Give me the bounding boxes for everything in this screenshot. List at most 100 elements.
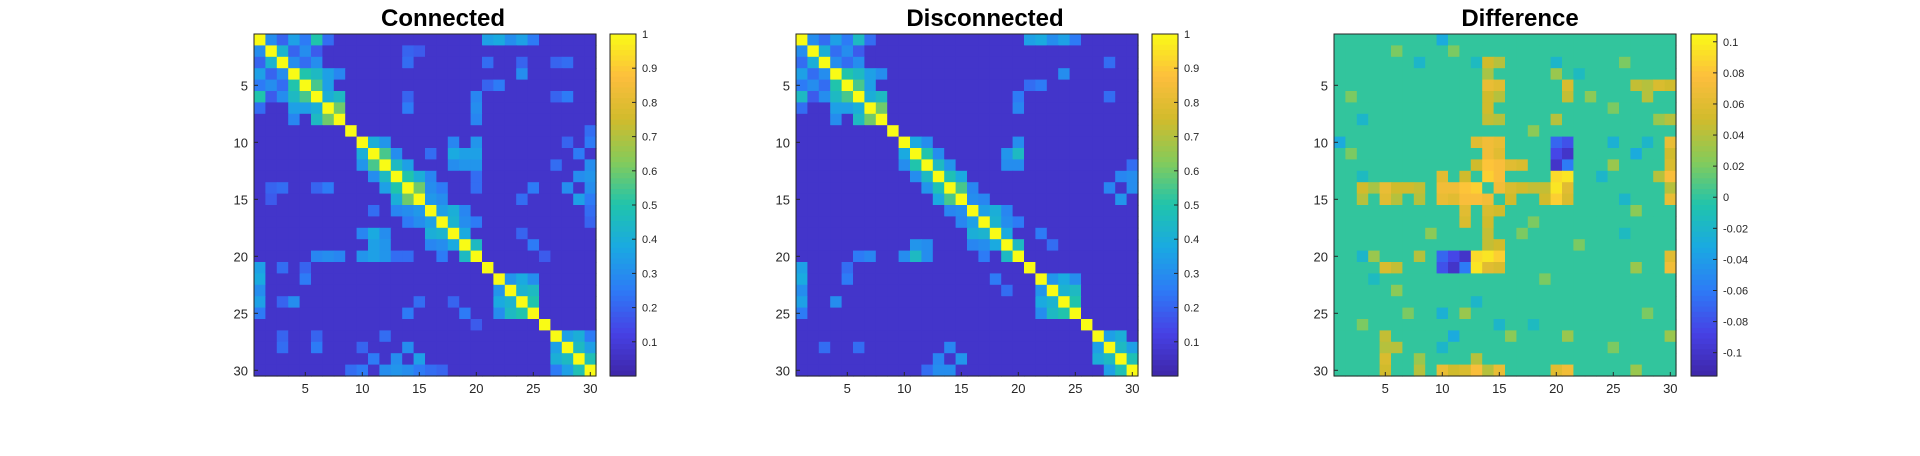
colorbar-segment [610,39,636,46]
heatmap-cell [1448,250,1460,263]
heatmap-cell [1562,159,1574,172]
heatmap-cell [379,159,392,172]
x-tick-label: 15 [1492,381,1506,396]
heatmap-cell [1012,45,1025,58]
heatmap-cell [1596,273,1609,286]
heatmap-cell [1379,91,1392,103]
heatmap-cell [1527,239,1540,252]
x-tick-label: 5 [302,381,309,396]
heatmap-cell [1334,102,1346,115]
heatmap-cell [1103,125,1116,138]
heatmap-cell [1356,296,1369,309]
heatmap-cell [504,193,517,206]
heatmap-cell [1653,79,1666,92]
heatmap-cell [1115,273,1128,286]
heatmap-cell [299,262,312,274]
heatmap-cell [1539,216,1552,229]
heatmap-cell [1562,56,1574,69]
heatmap-cell [1448,125,1460,138]
heatmap-cell [550,170,563,183]
heatmap-cell [978,262,991,274]
heatmap-cell [482,216,494,229]
heatmap-cell [898,319,911,331]
heatmap-cell [527,330,540,343]
heatmap-cell [978,125,991,138]
heatmap-cell [1653,250,1666,263]
heatmap-cell [368,113,380,126]
heatmap-cell [1641,34,1654,46]
heatmap-cell [254,170,266,183]
heatmap-cell [333,136,346,149]
heatmap-cell [288,319,301,331]
heatmap-cell [875,148,888,160]
heatmap-cell [1459,273,1472,286]
heatmap-cell [345,296,358,309]
heatmap-cell [1024,159,1036,172]
heatmap-cell [978,79,991,92]
heatmap-cell [910,227,922,240]
heatmap-cell [1550,227,1563,240]
heatmap-cell [1436,125,1449,138]
heatmap-cell [1653,262,1666,274]
heatmap-cell [425,296,437,309]
heatmap-cell [1115,125,1128,138]
heatmap-cell [584,34,597,46]
heatmap-cell [1516,102,1529,115]
heatmap-cell [944,227,957,240]
heatmap-cell [955,136,968,149]
heatmap-cell [436,364,449,377]
heatmap-cell [1550,68,1563,81]
heatmap-cell [584,284,597,297]
heatmap-cell [1505,307,1517,320]
heatmap-cell [853,170,865,183]
heatmap-cell [482,227,494,240]
heatmap-cell [1092,148,1105,160]
heatmap-cell [807,170,820,183]
heatmap-cell [1115,148,1128,160]
heatmap-cell [379,91,392,103]
heatmap-cell [436,182,449,195]
heatmap-cell [425,136,437,149]
heatmap-cell [493,125,506,138]
heatmap-cell [322,45,335,58]
heatmap-cell [887,56,900,69]
heatmap-cell [1115,193,1128,206]
colorbar-segment [1152,71,1178,78]
heatmap-cell [550,296,563,309]
heatmap-cell [1562,307,1574,320]
heatmap-cell [944,296,957,309]
heatmap-cell [550,56,563,69]
heatmap-cell [254,56,266,69]
heatmap-cell [1607,79,1620,92]
heatmap-cell [932,216,945,229]
heatmap-cell [1641,216,1654,229]
colorbar-segment [1152,269,1178,276]
heatmap-cell [989,319,1002,331]
heatmap-cell [921,284,934,297]
heatmap-cell [841,182,854,195]
heatmap-cell [1069,159,1082,172]
heatmap-cell [1493,182,1506,195]
heatmap-cell [1012,353,1025,366]
colorbar-segment [1691,82,1717,89]
heatmap-cell [1058,227,1071,240]
heatmap-cell [368,45,380,58]
heatmap-cell [967,319,979,331]
heatmap-cell [807,273,820,286]
colorbar-segment [1152,87,1178,94]
colorbar-segment [1152,60,1178,67]
heatmap-cell [830,284,843,297]
heatmap-cell [527,216,540,229]
heatmap-cell [796,125,808,138]
heatmap-cell [898,284,911,297]
heatmap-cell [910,330,922,343]
heatmap-cell [1046,205,1059,217]
colorbar-segment [1691,317,1717,324]
heatmap-cell [1493,159,1506,172]
heatmap-cell [425,284,437,297]
heatmap-cell [1539,307,1552,320]
heatmap-cell [1630,216,1643,229]
heatmap-cell [265,136,278,149]
heatmap-cell [1001,353,1014,366]
heatmap-cell [955,159,968,172]
